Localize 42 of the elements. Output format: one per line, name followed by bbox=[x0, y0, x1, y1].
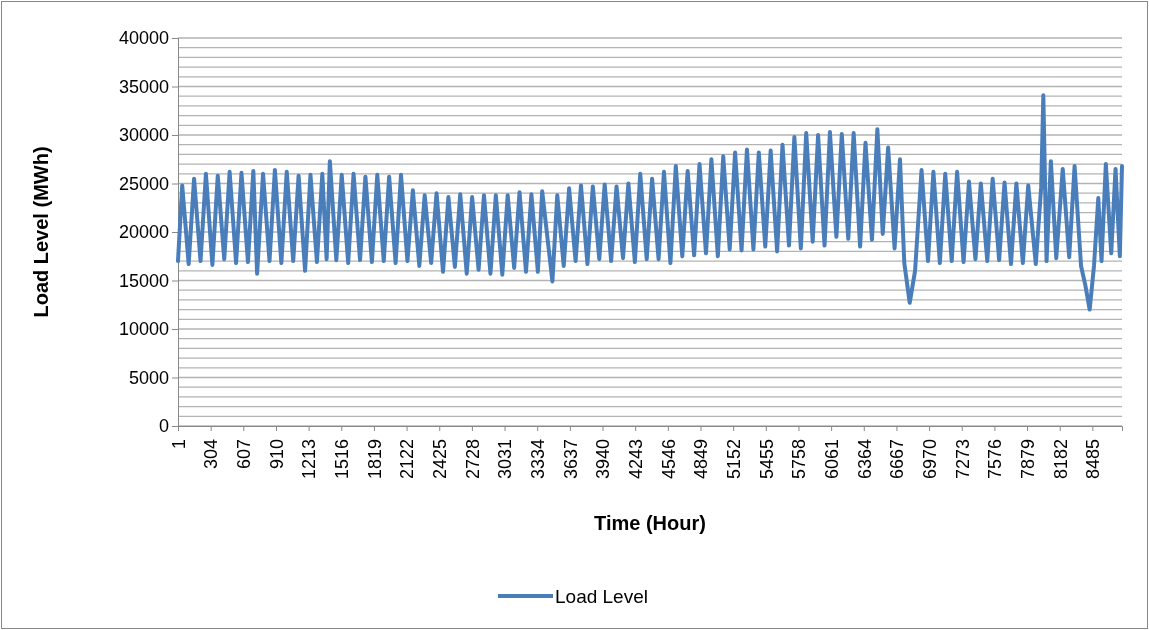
y-tick-label: 30000 bbox=[118, 125, 169, 146]
x-tick-label: 2728 bbox=[462, 439, 483, 480]
x-tick-label: 7576 bbox=[985, 439, 1006, 480]
line-series bbox=[176, 93, 1124, 312]
x-axis-title: Time (Hour) bbox=[594, 512, 706, 534]
y-tick-label: 35000 bbox=[118, 76, 169, 97]
x-tick-label: 5758 bbox=[789, 439, 810, 480]
x-tick-label: 910 bbox=[266, 439, 287, 470]
x-tick-label: 5152 bbox=[723, 439, 744, 480]
y-tick-label: 10000 bbox=[118, 319, 169, 340]
x-tick-label: 4849 bbox=[691, 439, 712, 480]
x-tick-label: 5455 bbox=[756, 439, 777, 480]
x-tick-label: 1213 bbox=[299, 439, 320, 480]
y-tick-label: 15000 bbox=[118, 270, 169, 291]
x-tick-label: 3334 bbox=[528, 439, 549, 480]
legend-label: Load Level bbox=[555, 586, 648, 607]
x-tick-label: 1516 bbox=[332, 439, 353, 480]
x-tick-label: 304 bbox=[201, 439, 222, 470]
x-tick-label: 2122 bbox=[397, 439, 418, 480]
x-tick-label: 1819 bbox=[364, 439, 385, 480]
x-tick-label: 2425 bbox=[430, 439, 451, 480]
x-tick-label: 8182 bbox=[1050, 439, 1071, 480]
y-tick-label: 5000 bbox=[128, 367, 169, 388]
x-tick-label: 6061 bbox=[821, 439, 842, 480]
y-tick-label: 20000 bbox=[118, 222, 169, 243]
x-tick-label: 4243 bbox=[625, 439, 646, 480]
x-tick-label: 7273 bbox=[952, 439, 973, 480]
x-tick-label: 3031 bbox=[495, 439, 516, 480]
x-tick-label: 6667 bbox=[887, 439, 908, 480]
y-tick-label: 25000 bbox=[118, 173, 169, 194]
x-tick-label: 3940 bbox=[593, 439, 614, 480]
x-tick-label: 607 bbox=[234, 439, 255, 470]
x-tick-label: 4546 bbox=[658, 439, 679, 480]
y-tick-label: 40000 bbox=[118, 28, 169, 49]
x-tick-label: 6364 bbox=[854, 439, 875, 480]
y-axis-title: Load Level (MWh) bbox=[30, 146, 52, 318]
x-tick-label: 3637 bbox=[560, 439, 581, 480]
x-tick-label: 7879 bbox=[1017, 439, 1038, 480]
y-tick-label: 0 bbox=[158, 416, 169, 437]
x-tick-label: 8485 bbox=[1083, 439, 1104, 480]
x-tick-label: 1 bbox=[168, 439, 189, 450]
x-tick-label: 6970 bbox=[919, 439, 940, 480]
